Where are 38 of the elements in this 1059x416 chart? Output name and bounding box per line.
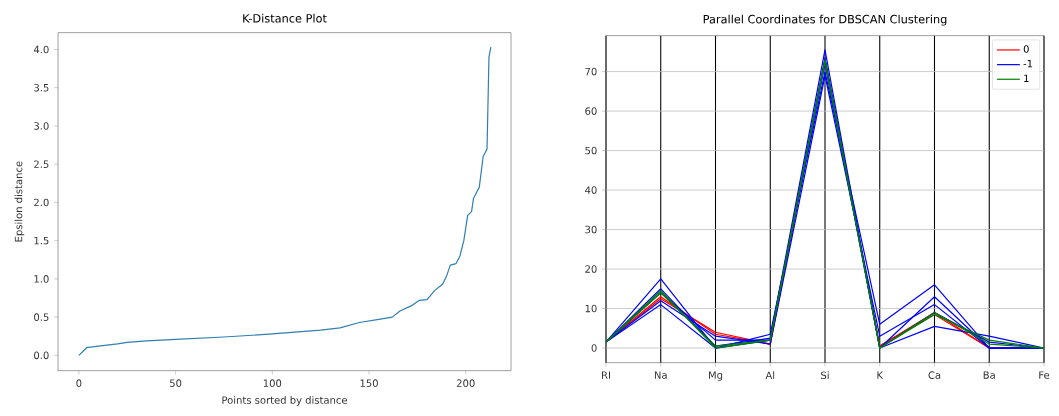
y-tick-label: 60 bbox=[585, 107, 597, 115]
chart-title: K-Distance Plot bbox=[243, 13, 327, 23]
x-tick-label: Ba bbox=[983, 371, 995, 379]
x-tick-label: Na bbox=[654, 371, 667, 379]
legend-label: -1 bbox=[1023, 60, 1033, 68]
x-axis-title: Points sorted by distance bbox=[222, 396, 348, 406]
x-tick-label: Fe bbox=[1039, 371, 1050, 379]
y-tick-label: 3.0 bbox=[34, 122, 49, 130]
y-tick-label: 10 bbox=[585, 304, 597, 313]
chart-title: Parallel Coordinates for DBSCAN Clustering bbox=[703, 14, 947, 26]
y-tick-label: 1.5 bbox=[34, 236, 49, 245]
x-tick-label: Al bbox=[765, 371, 775, 379]
x-tick-label: 200 bbox=[456, 379, 475, 387]
y-axis-title: Epsilon distance bbox=[14, 161, 25, 242]
x-tick-label: 100 bbox=[263, 379, 282, 387]
y-tick-label: 30 bbox=[585, 225, 597, 234]
x-tick-label: RI bbox=[602, 371, 610, 379]
y-tick-label: 1.0 bbox=[34, 275, 49, 283]
x-tick-label: 150 bbox=[360, 379, 378, 387]
x-tick-label: Mg bbox=[709, 371, 723, 381]
y-tick-label: 70 bbox=[585, 67, 597, 76]
y-tick-label: 4.0 bbox=[33, 45, 49, 54]
x-tick-label: K bbox=[877, 371, 884, 379]
y-tick-label: 20 bbox=[585, 265, 597, 273]
y-tick-label: 40 bbox=[585, 186, 597, 194]
y-tick-label: 50 bbox=[585, 146, 597, 155]
x-tick-label: Ca bbox=[928, 371, 941, 379]
y-tick-label: 0.5 bbox=[34, 313, 49, 321]
x-tick-label: Si bbox=[821, 371, 829, 380]
y-tick-label: 3.5 bbox=[34, 83, 49, 92]
x-tick-label: 0 bbox=[76, 379, 82, 387]
y-tick-label: 2.0 bbox=[34, 198, 49, 207]
legend-label: 0 bbox=[1023, 45, 1029, 53]
x-tick-label: 50 bbox=[170, 379, 182, 387]
y-tick-label: 0.0 bbox=[34, 351, 49, 360]
y-tick-label: 0 bbox=[591, 344, 597, 352]
legend-label: 1 bbox=[1024, 74, 1029, 82]
y-tick-label: 2.5 bbox=[34, 160, 49, 168]
